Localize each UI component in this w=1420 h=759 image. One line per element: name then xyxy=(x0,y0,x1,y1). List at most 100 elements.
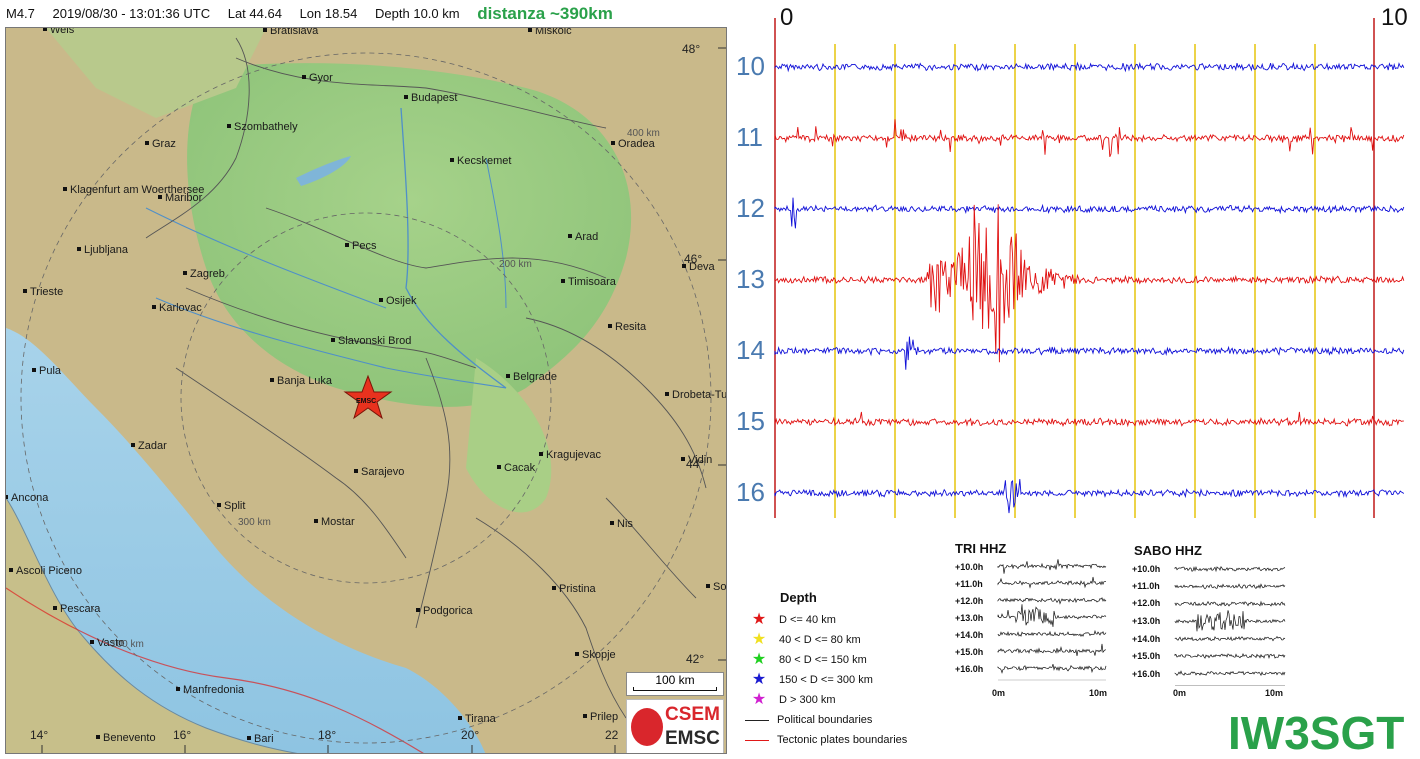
event-depth: Depth 10.0 km xyxy=(375,6,460,21)
legend-label: D > 300 km xyxy=(779,694,836,706)
city-label: Bari xyxy=(247,733,274,745)
thumb-hour-label: +10.0h xyxy=(955,562,984,572)
city-label: Osijek xyxy=(379,295,417,307)
ring-distance-label: 100 km xyxy=(111,639,144,650)
seismic-trace xyxy=(774,61,1405,73)
city-label: Budapest xyxy=(404,92,457,104)
event-latitude: Lat 44.64 xyxy=(227,6,282,21)
city-label: Slavonski Brod xyxy=(331,335,411,347)
thumb-trace xyxy=(997,576,1107,589)
thumb-trace xyxy=(997,643,1107,656)
lon-label: 16° xyxy=(173,728,192,742)
city-label: Cacak xyxy=(497,462,535,474)
city-label: Deva xyxy=(682,261,715,273)
station-callsign: IW3SGT xyxy=(1228,707,1405,759)
city-label: Ascoli Piceno xyxy=(9,565,82,577)
city-label: Gyor xyxy=(302,72,333,84)
city-label: Nis xyxy=(610,518,633,530)
thumb-hour-label: +11.0h xyxy=(955,579,983,589)
lat-label: 48° xyxy=(682,42,701,56)
scale-bar xyxy=(633,687,717,691)
lon-label: 22 xyxy=(605,728,619,742)
tisza-river xyxy=(485,157,507,309)
city-label: Belgrade xyxy=(506,371,557,383)
event-longitude: Lon 18.54 xyxy=(299,6,358,21)
city-label: Wels xyxy=(43,28,74,36)
tectonic-boundary xyxy=(6,587,424,753)
graticule-ticks xyxy=(41,47,726,753)
drum-scale-end: 10 xyxy=(1381,4,1408,31)
city-label: Kecskemet xyxy=(450,155,511,167)
thumb-trace xyxy=(1174,670,1286,677)
thumb-trace xyxy=(997,559,1107,574)
city-label: Pescara xyxy=(53,603,100,615)
thumb-hour-label: +16.0h xyxy=(1132,669,1161,679)
seismic-trace xyxy=(774,119,1405,157)
danube-river xyxy=(400,107,507,389)
logo-bottom-text: EMSC xyxy=(665,728,720,749)
hour-label: 15 xyxy=(736,406,765,436)
ring-distance-label: 300 km xyxy=(238,517,271,528)
seismic-trace xyxy=(774,336,1405,370)
thumb-hour-label: +11.0h xyxy=(1132,581,1160,591)
city-label: Benevento xyxy=(96,732,156,744)
map-terrain xyxy=(6,28,726,753)
city-label: Oradea xyxy=(611,138,655,150)
lat-label: 44° xyxy=(686,457,705,471)
hour-label: 13 xyxy=(736,264,765,294)
city-label: Prilep xyxy=(583,711,618,723)
adriatic-sea xyxy=(6,328,486,753)
star-icon: ★ xyxy=(751,691,767,708)
depth-legend: Depth ★ D <= 40 km ★ 40 < D <= 80 km ★ 8… xyxy=(745,590,907,750)
legend-row: ★ 150 < D <= 300 km xyxy=(745,670,907,690)
distance-label: distanza ~390km xyxy=(477,4,613,23)
thumb-trace xyxy=(1174,635,1286,642)
logo-top-text: CSEM xyxy=(665,704,720,725)
city-label: Pula xyxy=(32,365,61,377)
globe-icon xyxy=(631,708,663,746)
map-scale: 100 km xyxy=(626,672,724,696)
city-label: Ljubljana xyxy=(77,244,128,256)
pannonian-plain xyxy=(187,63,632,407)
thumb-axis-end: 10m xyxy=(1089,688,1108,698)
city-label: Vasto xyxy=(90,637,124,649)
seismic-trace xyxy=(774,478,1405,514)
lake-balaton xyxy=(296,156,351,186)
lon-label: 18° xyxy=(318,728,337,742)
ring-distance-label: 400 km xyxy=(627,128,660,139)
hour-label: 14 xyxy=(736,335,765,365)
city-label: Zagreb xyxy=(183,268,225,280)
star-icon: ★ xyxy=(751,631,767,648)
italy-land xyxy=(6,498,295,753)
lat-label: 42° xyxy=(686,652,705,666)
thumb-hour-label: +15.0h xyxy=(1132,651,1161,661)
hour-label: 10 xyxy=(736,51,765,81)
star-icon: ★ xyxy=(751,651,767,668)
epicenter-map: Wels Bratislava Miskolc Gyor Budapest Sz… xyxy=(5,27,727,754)
thumb-trace xyxy=(1174,652,1286,659)
city-label: Sarajevo xyxy=(354,466,404,478)
city-label: Split xyxy=(217,500,245,512)
hour-label: 11 xyxy=(736,122,763,152)
legend-label: Political boundaries xyxy=(777,714,873,726)
city-label: Resita xyxy=(608,321,646,333)
city-label: Zadar xyxy=(131,440,167,452)
thumb-axis-start: 0m xyxy=(1173,688,1187,698)
legend-row: Tectonic plates boundaries xyxy=(745,730,907,750)
csem-emsc-logo: CSEM EMSC xyxy=(626,699,724,753)
city-label: Szombathely xyxy=(227,121,298,133)
event-header: M4.7 2019/08/30 - 13:01:36 UTC Lat 44.64… xyxy=(6,3,627,23)
city-label: Vidin xyxy=(681,454,712,466)
thumb-hour-label: +13.0h xyxy=(955,613,984,623)
political-line-icon xyxy=(745,719,769,721)
legend-label: 40 < D <= 80 km xyxy=(779,634,861,646)
alpine-foreland xyxy=(46,28,266,118)
ring-distance-label: 200 km xyxy=(499,259,532,270)
legend-title: Depth xyxy=(780,590,817,605)
city-label: Timisoara xyxy=(561,276,616,288)
hour-label: 12 xyxy=(736,193,765,223)
city-label: Trieste xyxy=(23,286,63,298)
thumb-trace xyxy=(997,604,1107,627)
thumb-trace xyxy=(997,663,1107,674)
legend-label: 80 < D <= 150 km xyxy=(779,654,867,666)
